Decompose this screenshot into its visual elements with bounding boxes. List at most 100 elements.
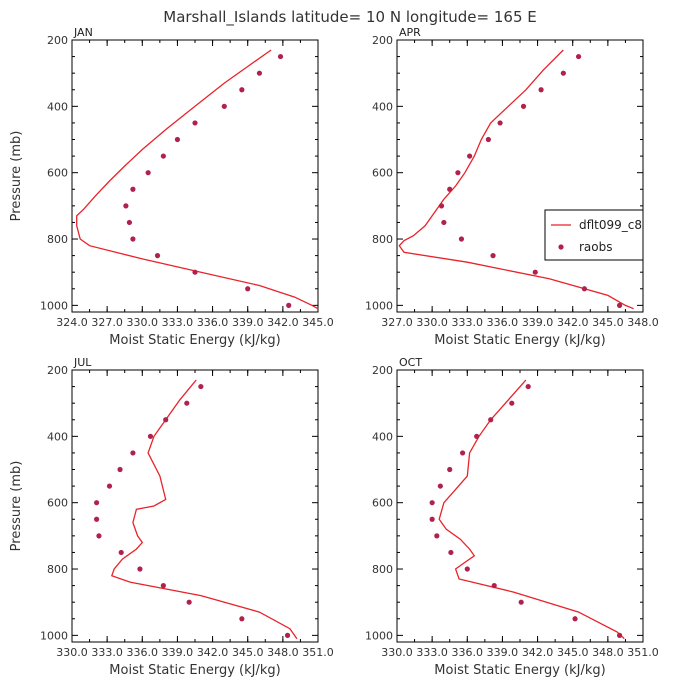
data-point-raobs (616, 632, 623, 638)
y-tick-label: 400 (47, 430, 68, 443)
data-point-raobs (192, 269, 198, 275)
x-tick-label: 348.0 (592, 646, 624, 659)
x-axis-label: Moist Static Energy (kJ/kg) (434, 663, 605, 678)
data-point-raobs (256, 70, 263, 76)
x-tick-label: 339.0 (162, 646, 194, 659)
y-tick-label: 200 (47, 364, 68, 377)
data-point-raobs (160, 583, 166, 589)
x-tick-label: 342.0 (522, 646, 554, 659)
y-tick-label: 1000 (365, 629, 393, 642)
data-point-raobs (154, 253, 161, 259)
data-point-raobs (581, 286, 588, 292)
data-point-raobs (467, 153, 473, 159)
x-tick-label: 345.0 (592, 316, 624, 329)
series-line-dflt099_c8 (438, 379, 625, 640)
data-point-raobs (509, 400, 515, 406)
data-point-raobs (221, 103, 227, 109)
x-tick-label: 333.0 (452, 316, 484, 329)
data-point-raobs (130, 236, 136, 242)
y-axis-label: Pressure (mb) (9, 131, 24, 222)
x-tick-label: 345.0 (557, 646, 589, 659)
data-point-raobs (497, 120, 503, 126)
data-point-raobs (488, 417, 494, 423)
data-point-raobs (245, 286, 251, 292)
x-tick-label: 339.0 (487, 646, 519, 659)
y-tick-label: 800 (372, 233, 393, 246)
legend-label: raobs (579, 240, 613, 254)
data-point-raobs (455, 170, 461, 176)
data-point-raobs (429, 516, 435, 522)
y-tick-label: 800 (47, 233, 68, 246)
data-point-raobs (96, 533, 102, 539)
legend-label: dflt099_c8 (579, 218, 642, 232)
plot-frame (71, 369, 319, 643)
data-point-raobs (438, 203, 445, 209)
x-tick-label: 336.0 (127, 646, 159, 659)
x-tick-label: 339.0 (522, 316, 554, 329)
x-tick-label: 342.0 (267, 316, 299, 329)
data-point-raobs (286, 302, 292, 308)
data-point-raobs (485, 136, 491, 143)
y-tick-label: 400 (372, 100, 393, 113)
data-point-raobs (186, 599, 192, 605)
data-point-raobs (490, 253, 496, 259)
data-point-raobs (560, 70, 566, 76)
data-point-raobs (198, 383, 204, 390)
x-tick-label: 327.0 (381, 316, 413, 329)
y-tick-label: 1000 (40, 299, 68, 312)
data-point-raobs (448, 549, 454, 556)
data-point-raobs (284, 632, 291, 638)
data-point-raobs (147, 433, 154, 439)
data-point-raobs (94, 516, 100, 522)
data-point-raobs (434, 533, 440, 539)
x-tick-label: 324.0 (56, 316, 88, 329)
legend-point-swatch (558, 244, 564, 250)
data-point-raobs (106, 483, 113, 489)
data-point-raobs (538, 87, 544, 93)
y-axis-label: Pressure (mb) (9, 461, 24, 552)
data-point-raobs (126, 219, 132, 226)
x-tick-label: 351.0 (302, 646, 334, 659)
x-tick-label: 339.0 (232, 316, 264, 329)
x-tick-label: 336.0 (452, 646, 484, 659)
y-tick-label: 400 (47, 100, 68, 113)
data-point-raobs (441, 219, 447, 226)
data-point-raobs (458, 236, 465, 242)
series-line-dflt099_c8 (76, 49, 319, 310)
data-point-raobs (572, 616, 578, 622)
legend-box (544, 209, 644, 261)
data-point-raobs (239, 616, 245, 622)
data-point-raobs (163, 417, 169, 423)
y-tick-label: 200 (372, 364, 393, 377)
y-tick-label: 600 (372, 497, 393, 510)
y-tick-label: 600 (47, 497, 68, 510)
data-point-raobs (184, 400, 190, 406)
x-tick-label: 345.0 (302, 316, 334, 329)
data-point-raobs (239, 87, 245, 93)
data-point-raobs (447, 466, 453, 473)
y-tick-label: 1000 (40, 629, 68, 642)
data-point-raobs (192, 120, 198, 126)
data-point-raobs (491, 583, 497, 589)
x-tick-label: 330.0 (56, 646, 88, 659)
data-point-raobs (464, 566, 470, 572)
data-point-raobs (130, 450, 136, 456)
data-point-raobs (277, 53, 284, 60)
chart-title: Marshall_Islands latitude= 10 N longitud… (163, 8, 536, 27)
data-point-raobs (460, 450, 466, 456)
y-tick-label: 800 (372, 563, 393, 576)
data-point-raobs (174, 136, 181, 143)
y-tick-label: 400 (372, 430, 393, 443)
data-point-raobs (518, 599, 524, 605)
data-point-raobs (118, 549, 124, 556)
data-point-raobs (447, 186, 453, 192)
y-tick-label: 1000 (365, 299, 393, 312)
data-point-raobs (525, 383, 531, 390)
panel-title: APR (399, 26, 421, 39)
x-tick-label: 351.0 (627, 646, 659, 659)
